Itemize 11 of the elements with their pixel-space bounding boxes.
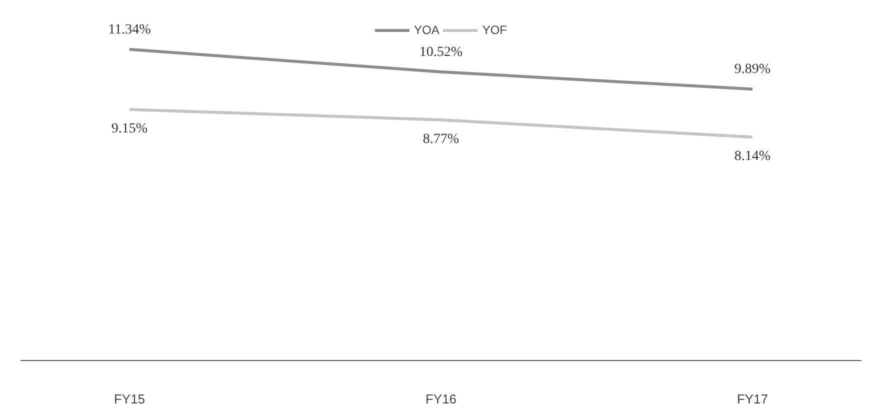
data-label: 8.14% (734, 149, 771, 164)
legend-label: YOF (482, 23, 508, 37)
legend-label: YOA (414, 23, 440, 37)
data-label: 10.52% (419, 44, 463, 60)
data-label: 9.15% (111, 121, 148, 136)
x-tick-label: FY16 (425, 392, 457, 406)
x-tick-label: FY17 (736, 392, 768, 406)
data-label: 9.89% (734, 62, 771, 78)
data-label: 11.34% (108, 22, 152, 38)
data-label: 8.77% (422, 132, 460, 147)
x-tick-label: FY15 (114, 392, 146, 406)
